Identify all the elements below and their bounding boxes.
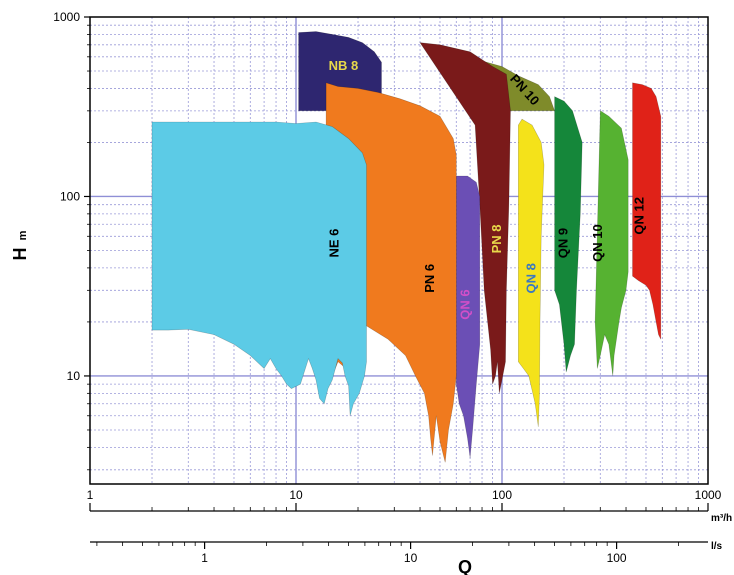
- y-axis-unit: m: [17, 230, 29, 240]
- label-qn-9: QN 9: [555, 228, 570, 258]
- label-qn-12: QN 12: [632, 197, 647, 235]
- label-pn-8: PN 8: [489, 224, 504, 253]
- y-tick-label: 10: [67, 369, 81, 383]
- x-tick-label: 1000: [695, 488, 722, 502]
- label-qn-6: QN 6: [458, 289, 473, 319]
- y-axis-title-group: H m: [10, 230, 30, 260]
- x2-tick-label: 100: [607, 551, 627, 565]
- label-qn-10: QN 10: [590, 224, 605, 262]
- x-unit-secondary: l/s: [711, 541, 723, 552]
- x-tick-label: 1: [87, 488, 94, 502]
- x-axis-title: Q: [458, 557, 472, 575]
- label-nb-8: NB 8: [329, 58, 359, 73]
- y-tick-label: 1000: [53, 10, 80, 24]
- label-pn-6: PN 6: [422, 264, 437, 293]
- x-tick-label: 100: [492, 488, 512, 502]
- region-pn-8: [419, 42, 511, 394]
- region-qn-12: [632, 82, 662, 340]
- x-unit-primary: m³/h: [711, 513, 732, 524]
- y-tick-label: 100: [60, 189, 80, 203]
- x2-tick-label: 10: [404, 551, 418, 565]
- regions: [151, 31, 662, 463]
- y-axis-title: H: [10, 248, 30, 261]
- region-qn-10: [594, 110, 629, 376]
- region-ne-6: [151, 121, 367, 416]
- x-tick-label: 10: [289, 488, 303, 502]
- x-axis-secondary-ticks: 1 10 100: [90, 541, 708, 565]
- x2-tick-label: 1: [201, 551, 208, 565]
- region-qn-8: [517, 118, 545, 427]
- label-ne-6: NE 6: [327, 229, 342, 258]
- y-axis-ticks: 10 100 1000: [53, 10, 90, 471]
- region-qn-9: [554, 96, 583, 373]
- x-axis-ticks: 1 10 100 1000: [87, 488, 722, 512]
- region-qn-6: [455, 175, 481, 458]
- label-qn-8: QN 8: [524, 263, 539, 293]
